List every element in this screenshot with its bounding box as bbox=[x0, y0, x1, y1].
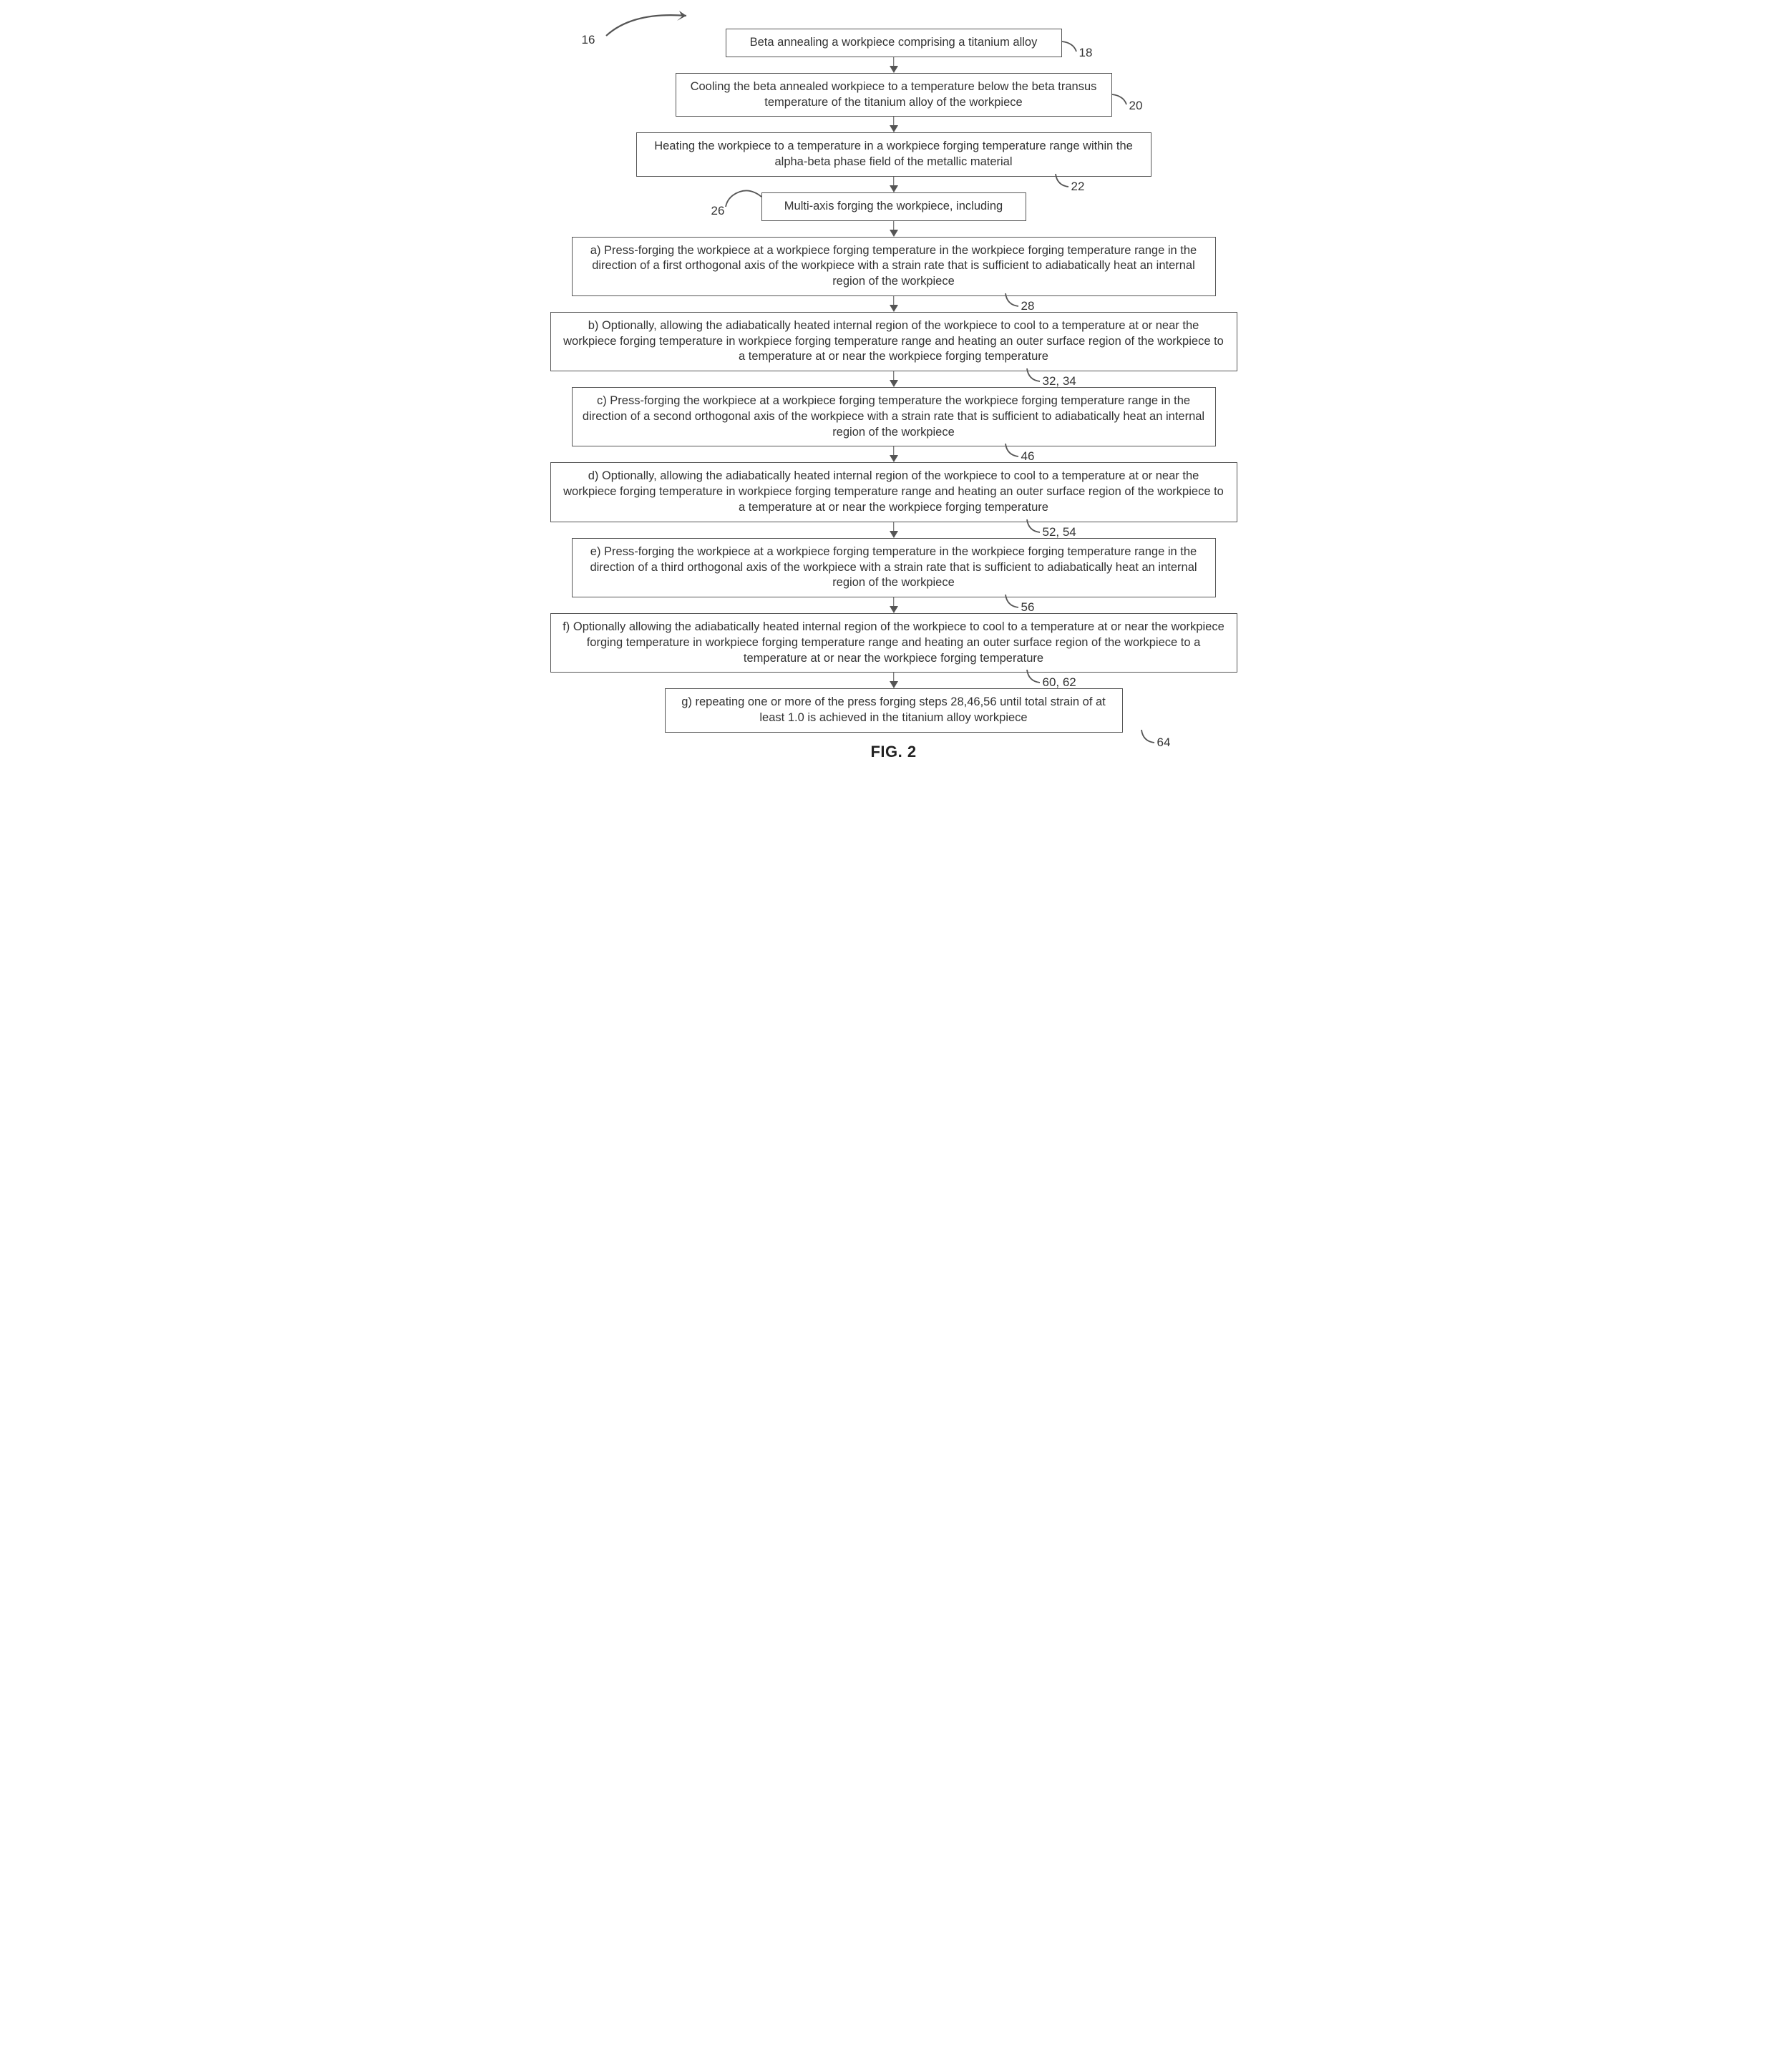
flow-row: Heating the workpiece to a temperature i… bbox=[536, 132, 1252, 177]
reference-number: 18 bbox=[1079, 46, 1093, 60]
flowchart-diagram: 16 Beta annealing a workpiece comprising… bbox=[536, 29, 1252, 761]
reference-number: 22 bbox=[1071, 180, 1085, 194]
flow-column: Beta annealing a workpiece comprising a … bbox=[536, 29, 1252, 733]
reference-number: 64 bbox=[1157, 736, 1171, 750]
flow-step-n46: c) Press-forging the workpiece at a work… bbox=[572, 387, 1216, 446]
reference-number: 46 bbox=[1021, 449, 1035, 464]
flow-step-n18: Beta annealing a workpiece comprising a … bbox=[726, 29, 1062, 57]
flow-step-n26: Multi-axis forging the workpiece, includ… bbox=[761, 192, 1026, 221]
reference-number: 52, 54 bbox=[1043, 525, 1076, 539]
reference-number: 56 bbox=[1021, 600, 1035, 615]
flow-step-n56: e) Press-forging the workpiece at a work… bbox=[572, 538, 1216, 597]
flow-row: Cooling the beta annealed workpiece to a… bbox=[536, 73, 1252, 117]
flow-row: e) Press-forging the workpiece at a work… bbox=[536, 538, 1252, 597]
flow-row: c) Press-forging the workpiece at a work… bbox=[536, 387, 1252, 446]
flow-step-n64: g) repeating one or more of the press fo… bbox=[665, 688, 1123, 733]
flow-step-n32: b) Optionally, allowing the adiabaticall… bbox=[550, 312, 1237, 371]
flow-step-n60: f) Optionally allowing the adiabatically… bbox=[550, 613, 1237, 673]
flow-step-n20: Cooling the beta annealed workpiece to a… bbox=[676, 73, 1112, 117]
flow-row: b) Optionally, allowing the adiabaticall… bbox=[536, 312, 1252, 371]
flow-step-n52: d) Optionally, allowing the adiabaticall… bbox=[550, 462, 1237, 522]
flow-step-n28: a) Press-forging the workpiece at a work… bbox=[572, 237, 1216, 296]
flow-row: a) Press-forging the workpiece at a work… bbox=[536, 237, 1252, 296]
reference-number: 26 bbox=[711, 204, 725, 218]
reference-number: 60, 62 bbox=[1043, 675, 1076, 690]
flow-row: Beta annealing a workpiece comprising a … bbox=[536, 29, 1252, 57]
flow-row: d) Optionally, allowing the adiabaticall… bbox=[536, 462, 1252, 522]
flow-step-n22: Heating the workpiece to a temperature i… bbox=[636, 132, 1151, 177]
reference-number: 32, 34 bbox=[1043, 374, 1076, 388]
flow-row: g) repeating one or more of the press fo… bbox=[536, 688, 1252, 733]
flow-row: f) Optionally allowing the adiabatically… bbox=[536, 613, 1252, 673]
flow-row: Multi-axis forging the workpiece, includ… bbox=[536, 192, 1252, 221]
reference-number: 28 bbox=[1021, 299, 1035, 313]
reference-number: 20 bbox=[1129, 99, 1143, 113]
